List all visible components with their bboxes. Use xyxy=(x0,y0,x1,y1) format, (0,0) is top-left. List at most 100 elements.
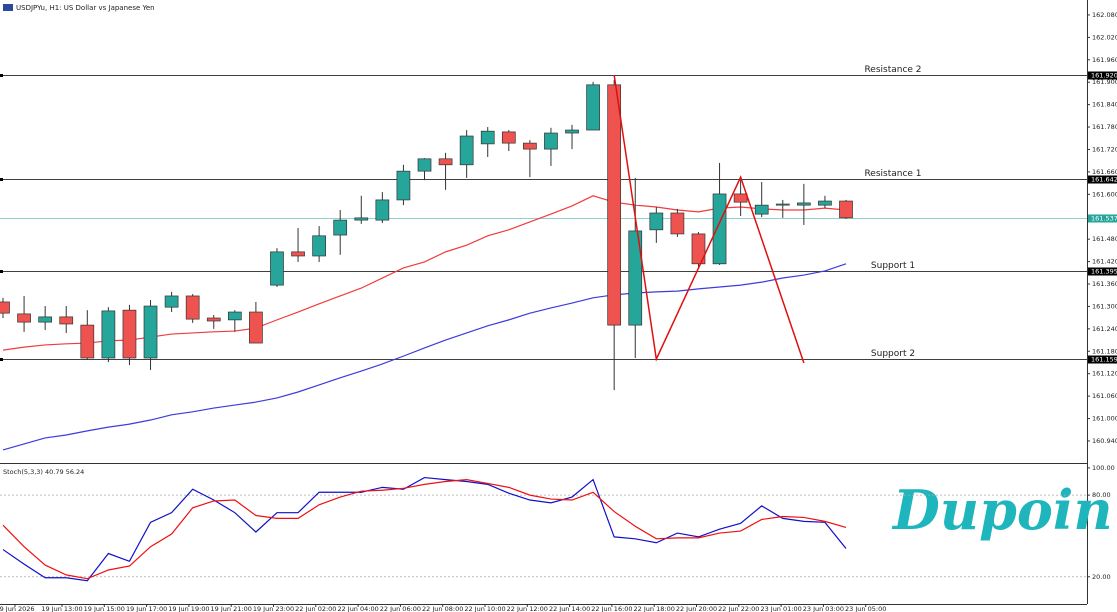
level-tag-label: 161.395 xyxy=(1091,268,1117,276)
candle-body xyxy=(227,311,242,321)
candle-body xyxy=(733,193,748,203)
x-tick-label: 19 Jun 13:00 xyxy=(41,605,82,612)
level-tag-label: 161.159 xyxy=(1091,356,1117,364)
y-tick-label: 161.780 xyxy=(1092,123,1117,131)
candle-body xyxy=(38,316,53,323)
y-tick-label: 161.660 xyxy=(1092,168,1117,176)
stoch-title: Stoch(5,3,3) 40.79 56.24 xyxy=(3,468,84,476)
candle-body xyxy=(185,295,200,320)
candle-body xyxy=(417,158,432,172)
x-tick-label: 22 Jun 08:00 xyxy=(422,605,463,612)
candle-body xyxy=(670,212,685,235)
y-tick-label: 161.600 xyxy=(1092,190,1117,198)
x-tick-label: 22 Jun 04:00 xyxy=(337,605,378,612)
x-tick-label: 23 Jun 05:00 xyxy=(845,605,886,612)
x-tick-label: 19 Jun 23:00 xyxy=(253,605,294,612)
x-tick-label: 19 Jun 2026 xyxy=(0,605,35,612)
x-tick-label: 22 Jun 12:00 xyxy=(507,605,548,612)
flag-icon xyxy=(3,4,13,11)
candle-body xyxy=(480,130,495,145)
x-tick-label: 19 Jun 19:00 xyxy=(168,605,209,612)
level-name: Support 2 xyxy=(871,349,915,359)
chart-title: USDJPYu, H1: US Dollar vs Japanese Yen xyxy=(16,4,155,12)
level-marker xyxy=(0,358,3,361)
candle-body xyxy=(523,142,537,150)
candle-body xyxy=(80,324,95,359)
level-name: Resistance 1 xyxy=(864,169,921,179)
candle-body xyxy=(333,219,348,236)
stoch-line xyxy=(2,478,847,580)
x-tick-label: 23 Jun 03:00 xyxy=(803,605,844,612)
candle-body xyxy=(17,313,31,323)
level-tag xyxy=(1088,71,1117,80)
candle-body xyxy=(0,301,10,314)
level-marker xyxy=(0,178,3,181)
x-tick-label: 19 Jun 17:00 xyxy=(126,605,167,612)
level-marker xyxy=(0,270,3,273)
x-tick-label: 22 Jun 14:00 xyxy=(549,605,590,612)
x-tick-label: 19 Jun 15:00 xyxy=(84,605,125,612)
y-tick-label: 162.080 xyxy=(1092,11,1117,19)
current-price-tag xyxy=(1088,214,1117,223)
candle-body xyxy=(101,310,116,359)
level-name: Support 1 xyxy=(871,261,915,271)
candle-body xyxy=(839,200,853,219)
zigzag-line xyxy=(613,75,805,364)
candle-body xyxy=(649,212,664,231)
x-tick-label: 22 Jun 20:00 xyxy=(676,605,717,612)
brand-logo: Dupoin xyxy=(891,478,1113,542)
candle-body xyxy=(818,200,832,206)
stoch-tick-label: 80.00 xyxy=(1092,491,1111,499)
y-tick-label: 162.020 xyxy=(1092,33,1117,41)
y-tick-label: 160.940 xyxy=(1092,437,1117,445)
candle-body xyxy=(270,251,284,286)
y-tick-label: 161.300 xyxy=(1092,302,1117,310)
candle-body xyxy=(565,129,579,134)
candle-body xyxy=(396,170,411,201)
candle-body xyxy=(775,203,790,206)
moving-average xyxy=(2,263,847,451)
candle-body xyxy=(459,135,474,166)
moving-average xyxy=(2,195,847,351)
candle-body xyxy=(312,235,326,257)
stoch-tick-label: 20.00 xyxy=(1092,573,1111,581)
x-tick-label: 22 Jun 22:00 xyxy=(718,605,759,612)
candle-body xyxy=(438,158,453,166)
y-tick-label: 161.840 xyxy=(1092,101,1117,109)
candle-body xyxy=(206,317,221,322)
y-tick-label: 161.420 xyxy=(1092,258,1117,266)
level-tag xyxy=(1088,355,1117,364)
y-tick-label: 161.960 xyxy=(1092,56,1117,64)
stoch-line xyxy=(2,476,847,582)
candle-body xyxy=(59,316,74,325)
candle-body xyxy=(544,132,558,150)
level-name: Resistance 2 xyxy=(864,65,921,75)
y-tick-label: 161.240 xyxy=(1092,325,1117,333)
current-price-label: 161.537 xyxy=(1091,215,1117,223)
x-tick-label: 22 Jun 16:00 xyxy=(591,605,632,612)
candle-body xyxy=(164,295,179,308)
y-tick-label: 161.060 xyxy=(1092,392,1117,400)
candle-body xyxy=(122,309,137,359)
candle-body xyxy=(143,305,158,359)
candle-body xyxy=(754,204,769,215)
y-tick-label: 161.360 xyxy=(1092,280,1117,288)
x-tick-label: 22 Jun 10:00 xyxy=(464,605,505,612)
x-tick-label: 22 Jun 02:00 xyxy=(295,605,336,612)
candle-body xyxy=(586,84,600,131)
level-tag xyxy=(1088,267,1117,276)
candle-body xyxy=(291,251,305,257)
x-tick-label: 19 Jun 21:00 xyxy=(211,605,252,612)
candle-body xyxy=(607,84,622,326)
candle-body xyxy=(249,311,263,344)
level-marker xyxy=(0,74,3,77)
candle-body xyxy=(691,233,706,265)
candle-body xyxy=(628,230,643,326)
y-tick-label: 161.720 xyxy=(1092,145,1117,153)
candle-body xyxy=(354,217,369,221)
y-tick-label: 161.180 xyxy=(1092,347,1117,355)
candle-body xyxy=(501,131,516,144)
level-tag-label: 161.920 xyxy=(1091,72,1117,80)
candle-body xyxy=(375,199,390,221)
